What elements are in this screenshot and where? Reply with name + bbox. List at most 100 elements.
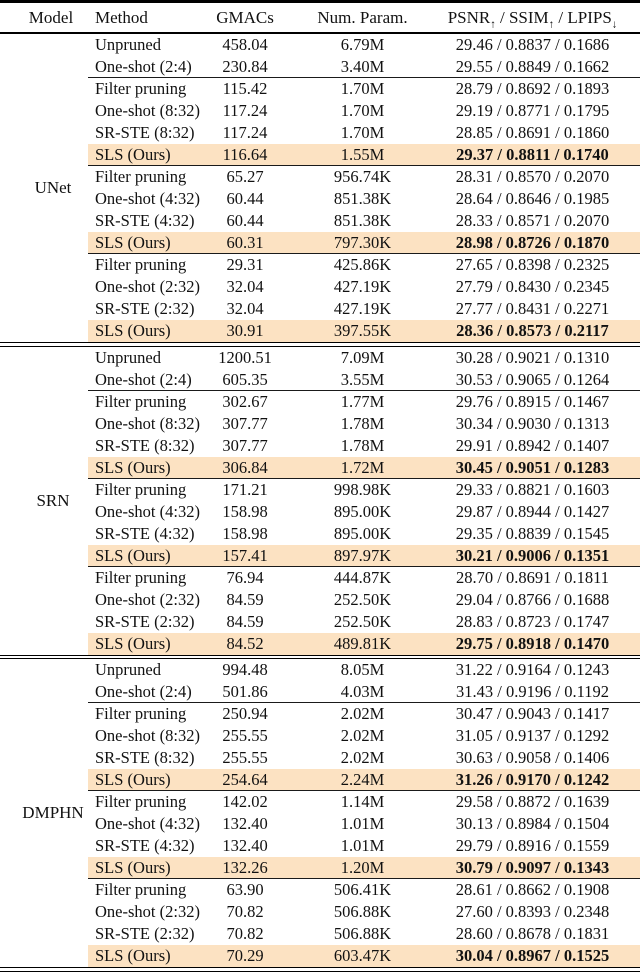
- gmacs-cell: 84.52: [226, 633, 264, 653]
- row-content: SR-STE (4:32) 60.44 851.38K 28.33 / 0.8571 …: [88, 210, 640, 232]
- params-cell: 506.41K: [333, 880, 392, 899]
- metrics-cell: 31.22 / 0.9164 / 0.1243: [455, 660, 610, 679]
- row-content: SR-STE (2:32) 32.04 427.19K 27.77 / 0.8431 …: [88, 298, 640, 320]
- gmacs-cell: 230.84: [222, 57, 268, 76]
- params-cell: 998.98K: [333, 479, 392, 499]
- table-row: Filter pruning 115.42 1.70M 28.79 / 0.8692 …: [0, 77, 640, 100]
- method-cell: SLS (Ours): [95, 858, 171, 877]
- row-content: One-shot (2:32) 84.59 252.50K 29.04 / 0.876…: [88, 589, 640, 611]
- gmacs-cell: 250.94: [222, 704, 268, 723]
- model-section: UNet Unpruned 458.04 6.79M 29.46 / 0.8837 / …: [0, 34, 640, 342]
- table-row: SLS (Ours) 84.52 489.81K 29.75 / 0.8918 / 0…: [0, 632, 640, 655]
- metrics-cell: 30.21 / 0.9006 / 0.1351: [455, 545, 610, 565]
- gmacs-cell: 29.31: [226, 255, 264, 274]
- metrics-cell: 28.31 / 0.8570 / 0.2070: [455, 167, 610, 186]
- table-row: SLS (Ours) 30.91 397.55K 28.36 / 0.8573 / 0…: [0, 320, 640, 342]
- row-content: Filter pruning 142.02 1.14M 29.58 / 0.8872 …: [88, 790, 640, 813]
- method-cell: SLS (Ours): [95, 770, 171, 789]
- table-row: SLS (Ours) 306.84 1.72M 30.45 / 0.9051 / 0.…: [0, 456, 640, 479]
- up-arrow-icon: ↑: [490, 18, 496, 31]
- method-cell: One-shot (2:32): [95, 589, 200, 609]
- metrics-cell: 28.61 / 0.8662 / 0.1908: [455, 880, 610, 899]
- method-cell: Filter pruning: [95, 391, 187, 411]
- method-cell: SR-STE (8:32): [95, 435, 195, 455]
- metrics-cell: 28.98 / 0.8726 / 0.1870: [455, 233, 610, 252]
- gmacs-cell: 70.82: [226, 902, 264, 921]
- model-label: UNet: [34, 178, 72, 197]
- params-cell: 397.55K: [333, 321, 392, 340]
- table-row: One-shot (4:32) 158.98 895.00K 29.87 / 0.89…: [0, 501, 640, 523]
- params-cell: 797.30K: [333, 233, 392, 252]
- gmacs-cell: 158.98: [222, 523, 268, 543]
- metrics-cell: 28.83 / 0.8723 / 0.1747: [455, 611, 610, 631]
- metrics-cell: 29.04 / 0.8766 / 0.1688: [455, 589, 610, 609]
- row-content: One-shot (8:32) 117.24 1.70M 29.19 / 0.8771…: [88, 100, 640, 122]
- row-content: One-shot (4:32) 132.40 1.01M 30.13 / 0.8984…: [88, 813, 640, 835]
- method-cell: SLS (Ours): [95, 233, 171, 252]
- row-content: SR-STE (4:32) 132.40 1.01M 29.79 / 0.8916 /…: [88, 835, 640, 857]
- metrics-separator: /: [495, 8, 509, 27]
- params-cell: 1.14M: [340, 792, 385, 811]
- params-cell: 851.38K: [333, 211, 392, 230]
- params-cell: 252.50K: [333, 611, 392, 631]
- params-cell: 3.40M: [340, 57, 385, 76]
- params-cell: 897.97K: [333, 545, 392, 565]
- metrics-cell: 29.37 / 0.8811 / 0.1740: [456, 145, 609, 164]
- metrics-cell: 29.46 / 0.8837 / 0.1686: [455, 35, 610, 54]
- col-header-gmacs: GMACs: [216, 8, 274, 27]
- metrics-cell: 27.65 / 0.8398 / 0.2325: [455, 255, 610, 274]
- gmacs-cell: 501.86: [222, 682, 268, 701]
- metrics-cell: 30.45 / 0.9051 / 0.1283: [455, 457, 610, 477]
- method-cell: Filter pruning: [95, 167, 187, 186]
- method-cell: SLS (Ours): [95, 545, 171, 565]
- gmacs-cell: 117.24: [222, 123, 268, 142]
- method-cell: Unpruned: [95, 660, 161, 679]
- method-cell: SLS (Ours): [95, 145, 171, 164]
- table-row: Filter pruning 250.94 2.02M 30.47 / 0.9043 …: [0, 702, 640, 725]
- gmacs-cell: 70.29: [226, 946, 264, 965]
- down-arrow-icon: ↓: [611, 18, 618, 31]
- method-cell: SLS (Ours): [95, 946, 171, 965]
- row-content: One-shot (8:32) 255.55 2.02M 31.05 / 0.9137…: [88, 725, 640, 747]
- metrics-cell: 30.53 / 0.9065 / 0.1264: [455, 369, 610, 389]
- metrics-cell: 30.13 / 0.8984 / 0.1504: [455, 814, 610, 833]
- params-cell: 3.55M: [340, 369, 385, 389]
- metrics-cell: 29.76 / 0.8915 / 0.1467: [455, 391, 610, 411]
- metrics-cell: 27.79 / 0.8430 / 0.2345: [455, 277, 610, 296]
- gmacs-cell: 76.94: [226, 567, 264, 587]
- row-content: SLS (Ours) 60.31 797.30K 28.98 / 0.8726 / 0…: [88, 232, 640, 254]
- gmacs-cell: 63.90: [226, 880, 264, 899]
- gmacs-cell: 994.48: [222, 660, 268, 679]
- metrics-cell: 30.79 / 0.9097 / 0.1343: [455, 858, 610, 877]
- params-cell: 895.00K: [333, 501, 392, 521]
- table-row: Filter pruning 76.94 444.87K 28.70 / 0.8691…: [0, 565, 640, 589]
- table-row: SLS (Ours) 157.41 897.97K 30.21 / 0.9006 / …: [0, 544, 640, 567]
- metrics-cell: 31.43 / 0.9196 / 0.1192: [456, 682, 609, 701]
- table-row: SR-STE (8:32) 117.24 1.70M 28.85 / 0.8691 /…: [0, 122, 640, 144]
- gmacs-cell: 158.98: [222, 501, 268, 521]
- method-cell: One-shot (4:32): [95, 814, 200, 833]
- params-cell: 1.01M: [340, 836, 385, 855]
- metrics-cell: 28.60 / 0.8678 / 0.1831: [455, 924, 610, 943]
- table-row: One-shot (2:4) 605.35 3.55M 30.53 / 0.9065 …: [0, 369, 640, 391]
- method-cell: Filter pruning: [95, 479, 187, 499]
- col-header-params: Num. Param.: [317, 8, 408, 27]
- params-cell: 2.02M: [340, 704, 385, 723]
- table-row: Unpruned 1200.51 7.09M 30.28 / 0.9021 / 0.1…: [0, 347, 640, 369]
- gmacs-cell: 60.44: [226, 211, 264, 230]
- params-cell: 1.72M: [340, 457, 385, 477]
- gmacs-cell: 60.31: [226, 233, 264, 252]
- method-cell: SR-STE (4:32): [95, 211, 195, 230]
- method-cell: SR-STE (8:32): [95, 123, 195, 142]
- row-content: SLS (Ours) 116.64 1.55M 29.37 / 0.8811 / 0.…: [88, 144, 640, 166]
- row-content: SLS (Ours) 70.29 603.47K 30.04 / 0.8967 / 0…: [88, 945, 640, 967]
- method-cell: One-shot (2:32): [95, 902, 200, 921]
- table-row: One-shot (2:4) 501.86 4.03M 31.43 / 0.9196 …: [0, 681, 640, 703]
- gmacs-cell: 306.84: [222, 457, 268, 477]
- table-header-row: Model Method GMACs Num. Param. PSNR↑ / S…: [0, 3, 640, 32]
- gmacs-cell: 30.91: [226, 321, 264, 340]
- row-content: SLS (Ours) 30.91 397.55K 28.36 / 0.8573 / 0…: [88, 320, 640, 342]
- table-row: Unpruned 994.48 8.05M 31.22 / 0.9164 / 0.12…: [0, 659, 640, 681]
- metrics-cell: 30.47 / 0.9043 / 0.1417: [455, 704, 610, 723]
